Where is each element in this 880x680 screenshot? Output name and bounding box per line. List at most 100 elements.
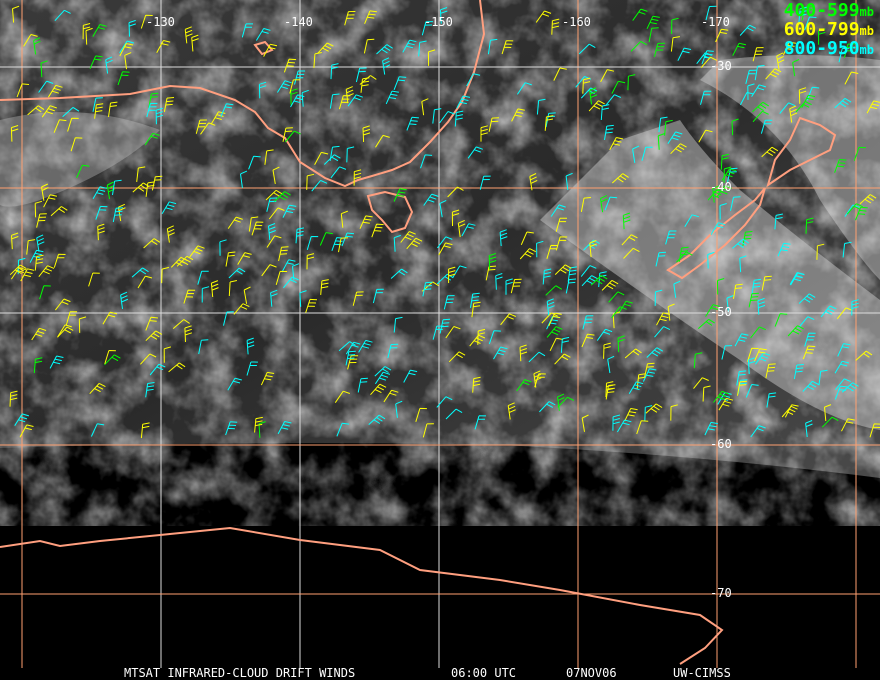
wind-barb bbox=[268, 207, 285, 220]
wind-barb bbox=[374, 371, 391, 385]
wind-barb bbox=[838, 47, 850, 63]
wind-barb bbox=[536, 98, 546, 115]
wind-barb bbox=[268, 223, 276, 240]
wind-barb bbox=[667, 303, 675, 321]
wind-barb bbox=[155, 107, 164, 125]
australia-coast bbox=[0, 0, 486, 188]
wind-barb bbox=[282, 127, 293, 142]
wind-barb bbox=[632, 8, 648, 21]
wind-barb bbox=[104, 354, 121, 366]
wind-barb bbox=[92, 24, 107, 37]
wind-barb bbox=[733, 283, 743, 299]
wind-barb bbox=[841, 382, 859, 393]
wind-barb bbox=[761, 146, 779, 158]
wind-barb bbox=[331, 237, 344, 251]
wind-barb bbox=[277, 421, 292, 435]
wind-barb bbox=[85, 27, 93, 45]
wind-barb bbox=[472, 376, 481, 393]
wind-barb bbox=[739, 255, 747, 273]
wind-barb bbox=[432, 108, 442, 124]
wind-barb bbox=[726, 295, 734, 313]
wind-barb bbox=[124, 52, 132, 70]
wind-barb bbox=[567, 266, 578, 282]
wind-barb bbox=[804, 16, 817, 31]
wind-barb bbox=[329, 93, 340, 109]
wind-barb bbox=[753, 348, 767, 362]
wind-barb bbox=[818, 369, 828, 386]
wind-barb bbox=[757, 297, 766, 315]
wind-barb bbox=[580, 265, 597, 277]
wind-barb bbox=[140, 422, 150, 439]
wind-barb bbox=[210, 280, 219, 298]
wind-barb bbox=[421, 98, 429, 116]
legend-400-599: 400-599mb bbox=[783, 0, 874, 21]
wind-barb bbox=[582, 315, 594, 330]
wind-barb bbox=[676, 251, 693, 263]
wind-barb bbox=[41, 105, 57, 118]
wind-barb bbox=[787, 325, 804, 337]
wind-barb bbox=[628, 381, 644, 395]
wind-barb bbox=[557, 396, 574, 408]
wind-barb bbox=[105, 56, 113, 74]
wind-barb bbox=[520, 231, 534, 246]
wind-barb bbox=[201, 286, 210, 303]
wind-barb bbox=[423, 193, 439, 206]
wind-barb bbox=[246, 337, 255, 355]
wind-barb bbox=[519, 344, 528, 362]
wind-barb bbox=[50, 206, 68, 217]
wind-barb bbox=[228, 280, 238, 297]
wind-barb bbox=[14, 413, 30, 426]
wind-barb bbox=[653, 42, 665, 58]
wind-barb bbox=[143, 238, 161, 249]
wind-barb bbox=[846, 203, 863, 215]
wind-barb bbox=[439, 111, 455, 124]
wind-barb bbox=[62, 106, 80, 118]
wind-barb bbox=[480, 125, 488, 142]
nz-north-island bbox=[766, 116, 837, 188]
wind-barb bbox=[12, 5, 20, 23]
wind-barb bbox=[26, 239, 36, 255]
wind-barb bbox=[437, 236, 453, 249]
wind-barb bbox=[306, 236, 319, 251]
tasmania-coast bbox=[366, 190, 414, 234]
wind-barb bbox=[41, 183, 49, 201]
wind-barb bbox=[684, 214, 699, 228]
wind-barb bbox=[19, 424, 34, 438]
wind-barb bbox=[627, 74, 636, 91]
cloud-band bbox=[700, 55, 880, 280]
wind-barb bbox=[754, 352, 771, 365]
wind-barb bbox=[120, 291, 129, 309]
wind-barb bbox=[149, 363, 166, 376]
wind-barb bbox=[276, 80, 292, 93]
wind-barb bbox=[210, 111, 226, 125]
wind-barb bbox=[798, 87, 807, 104]
wind-barb bbox=[555, 236, 568, 251]
wind-barb bbox=[500, 313, 516, 326]
wind-barb bbox=[108, 101, 118, 117]
lat-label: -70 bbox=[710, 586, 732, 600]
wind-barb bbox=[781, 405, 798, 418]
wind-barb bbox=[493, 346, 508, 360]
wind-barb bbox=[195, 119, 207, 134]
wind-barb bbox=[283, 58, 297, 73]
wind-barb bbox=[260, 371, 275, 386]
wind-barb bbox=[671, 17, 679, 35]
wind-barb bbox=[163, 97, 175, 112]
wind-barb bbox=[467, 146, 483, 159]
wind-barb bbox=[148, 92, 159, 108]
wind-barb bbox=[128, 19, 136, 37]
wind-barb bbox=[347, 94, 363, 107]
wind-barb bbox=[750, 425, 766, 438]
wind-barb bbox=[241, 23, 253, 38]
wind-barb bbox=[198, 339, 209, 355]
wind-barb bbox=[485, 265, 497, 281]
wind-barb bbox=[106, 181, 115, 199]
wind-barb bbox=[117, 71, 130, 86]
wind-barb bbox=[723, 166, 732, 183]
wind-barb bbox=[731, 118, 739, 136]
wind-barb bbox=[144, 132, 160, 146]
wind-barb bbox=[698, 129, 713, 143]
wind-barb bbox=[176, 255, 194, 267]
wind-barb bbox=[258, 81, 267, 99]
wind-barb bbox=[737, 380, 747, 396]
